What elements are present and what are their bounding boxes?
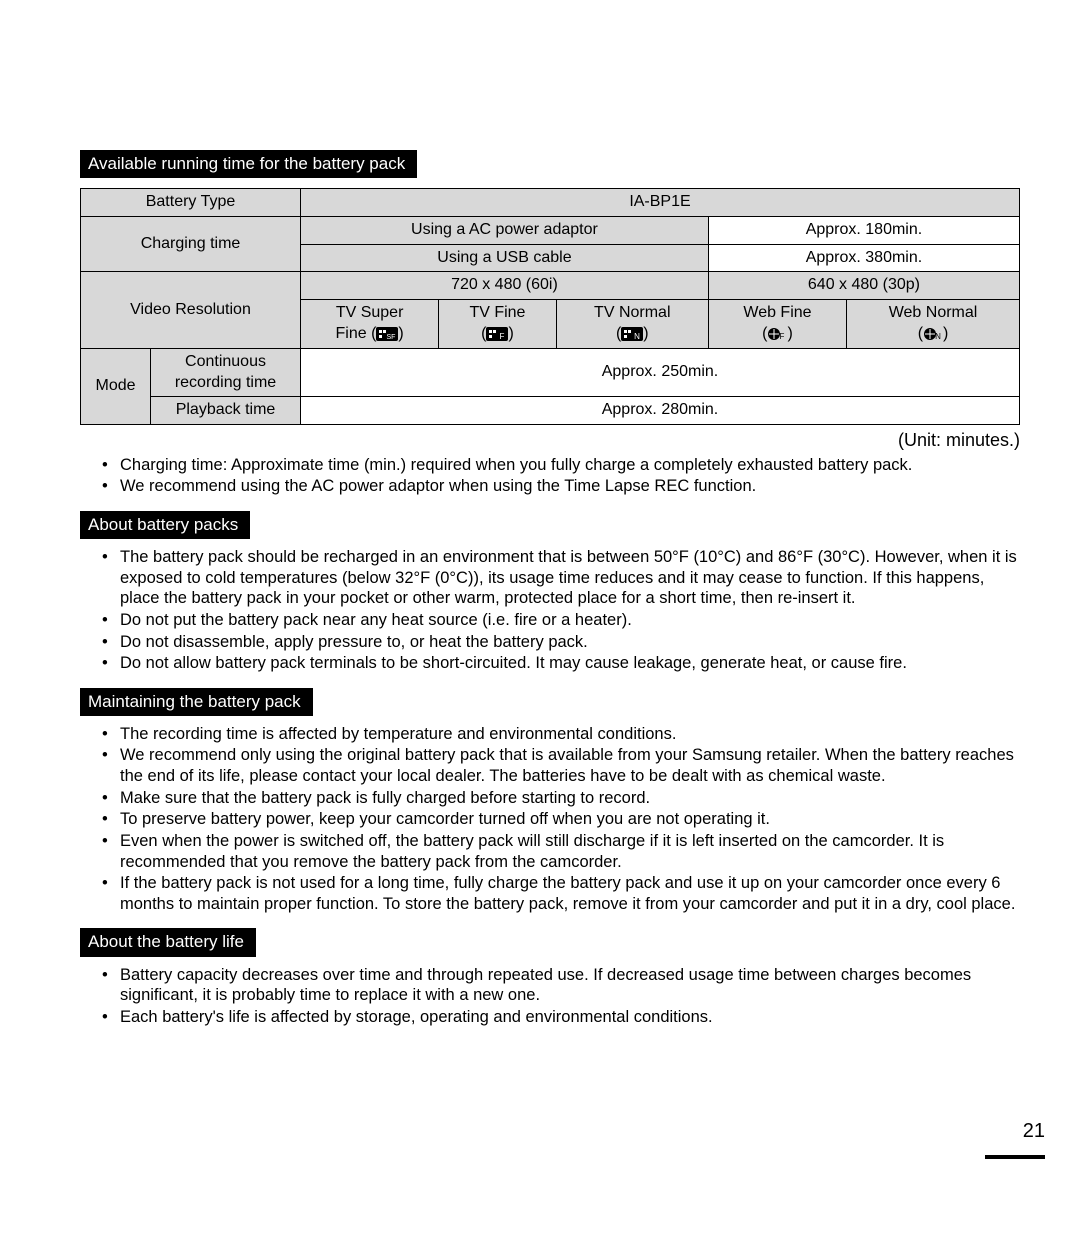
cell-playback-value: Approx. 280min.	[301, 397, 1020, 425]
list-item: Battery capacity decreases over time and…	[102, 965, 1020, 1006]
table-row: Charging time Using a AC power adaptor A…	[81, 216, 1020, 244]
list-item: Do not disassemble, apply pressure to, o…	[102, 632, 1020, 653]
page-number: 21	[1023, 1118, 1045, 1144]
cell-cont-rec-value: Approx. 250min.	[301, 348, 1020, 397]
unit-note: (Unit: minutes.)	[80, 429, 1020, 452]
cell-cont-rec-label: Continuous recording time	[151, 348, 301, 397]
list-item: We recommend using the AC power adaptor …	[102, 476, 1020, 497]
cell-res-720: 720 x 480 (60i)	[301, 272, 709, 300]
paren-close: )	[398, 325, 403, 342]
tv-fine-icon: F	[486, 327, 508, 341]
tv-normal-icon: N	[621, 327, 643, 341]
list-item: Charging time: Approximate time (min.) r…	[102, 455, 1020, 476]
table-row: Playback time Approx. 280min.	[81, 397, 1020, 425]
heading-battery-life: About the battery life	[80, 928, 256, 956]
cell-res-640: 640 x 480 (30p)	[708, 272, 1019, 300]
cell-battery-type-label: Battery Type	[81, 189, 301, 217]
table-row: Battery Type IA-BP1E	[81, 189, 1020, 217]
q-label: Web Fine	[743, 304, 811, 321]
cell-charging-usb-label: Using a USB cable	[301, 244, 709, 272]
paren-close: )	[943, 325, 948, 342]
cell-video-res-label: Video Resolution	[81, 272, 301, 348]
cell-q1: TV Super Fine ( SF)	[301, 300, 439, 349]
cell-battery-type-value: IA-BP1E	[301, 189, 1020, 217]
tv-superfine-icon: SF	[376, 327, 398, 341]
table-notes: Charging time: Approximate time (min.) r…	[80, 455, 1020, 497]
cell-q4: Web Fine (F)	[708, 300, 846, 349]
list-item: Even when the power is switched off, the…	[102, 831, 1020, 872]
list-item: Each battery's life is affected by stora…	[102, 1007, 1020, 1028]
paren-close: )	[508, 325, 513, 342]
maintaining-notes: The recording time is affected by temper…	[80, 724, 1020, 915]
cell-charging-ac-value: Approx. 180min.	[708, 216, 1019, 244]
cell-charging-time-label: Charging time	[81, 216, 301, 272]
web-fine-icon: F	[767, 327, 787, 341]
heading-maintaining: Maintaining the battery pack	[80, 688, 313, 716]
svg-text:F: F	[500, 332, 505, 341]
list-item: We recommend only using the original bat…	[102, 745, 1020, 786]
list-item: Make sure that the battery pack is fully…	[102, 788, 1020, 809]
paren-close: )	[643, 325, 648, 342]
svg-text:N: N	[935, 332, 941, 341]
about-packs-notes: The battery pack should be recharged in …	[80, 547, 1020, 674]
list-item: The battery pack should be recharged in …	[102, 547, 1020, 609]
battery-life-notes: Battery capacity decreases over time and…	[80, 965, 1020, 1028]
cell-q5: Web Normal (N)	[847, 300, 1020, 349]
q-label: TV Super	[336, 304, 404, 321]
battery-table: Battery Type IA-BP1E Charging time Using…	[80, 188, 1020, 425]
page-marker	[985, 1155, 1045, 1159]
cell-charging-usb-value: Approx. 380min.	[708, 244, 1019, 272]
cell-q2: TV Fine (F)	[439, 300, 556, 349]
cell-charging-ac-label: Using a AC power adaptor	[301, 216, 709, 244]
list-item: To preserve battery power, keep your cam…	[102, 809, 1020, 830]
q-label: Web Normal	[889, 304, 978, 321]
paren-close: )	[787, 325, 792, 342]
table-row: Mode Continuous recording time Approx. 2…	[81, 348, 1020, 397]
list-item: If the battery pack is not used for a lo…	[102, 873, 1020, 914]
web-normal-icon: N	[923, 327, 943, 341]
heading-about-packs: About battery packs	[80, 511, 250, 539]
q-label-line2: Fine (	[336, 325, 377, 342]
cell-mode-label: Mode	[81, 348, 151, 424]
list-item: Do not put the battery pack near any hea…	[102, 610, 1020, 631]
cell-q3: TV Normal (N)	[556, 300, 708, 349]
svg-text:N: N	[634, 332, 640, 341]
cell-playback-label: Playback time	[151, 397, 301, 425]
list-item: Do not allow battery pack terminals to b…	[102, 653, 1020, 674]
list-item: The recording time is affected by temper…	[102, 724, 1020, 745]
svg-text:F: F	[780, 332, 785, 341]
heading-runtime: Available running time for the battery p…	[80, 150, 417, 178]
q-label: TV Fine	[469, 304, 525, 321]
table-row: Video Resolution 720 x 480 (60i) 640 x 4…	[81, 272, 1020, 300]
svg-text:SF: SF	[387, 334, 396, 341]
q-label: TV Normal	[594, 304, 670, 321]
